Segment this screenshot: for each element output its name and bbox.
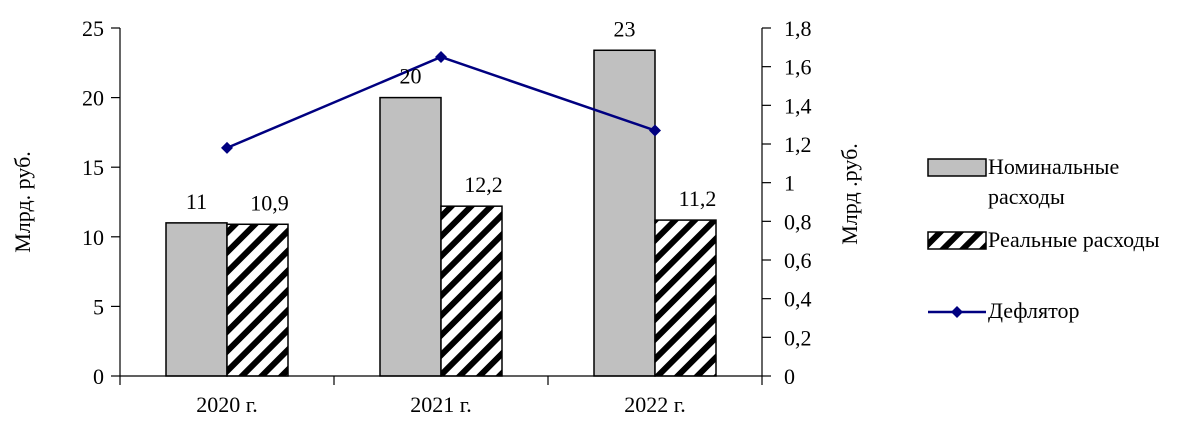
legend-swatch-real <box>927 231 987 250</box>
x-tick-label-2: 2022 г. <box>624 392 686 417</box>
deflator-point-0 <box>221 141 233 154</box>
legend-label-deflator: Дефлятор <box>988 298 1079 323</box>
y2-axis-title: Млрд .руб. <box>837 143 862 245</box>
y2-tick-label-9: 1,8 <box>784 16 812 41</box>
y-tick-label-2: 10 <box>82 225 104 250</box>
data-label-nominal-0: 11 <box>186 189 207 214</box>
bars-layer <box>165 49 717 377</box>
y2-tick-label-0: 0 <box>784 364 795 389</box>
deflator-point-2 <box>649 124 661 137</box>
deflator-point-1 <box>435 51 447 63</box>
legend-marker-deflator <box>951 306 963 318</box>
x-tick-label-0: 2020 г. <box>196 392 258 417</box>
x-tick-label-1: 2021 г. <box>410 392 472 417</box>
y2-tick-label-8: 1,6 <box>784 55 812 80</box>
legend-swatch-nominal <box>927 158 987 177</box>
y2-tick-label-7: 1,4 <box>784 93 812 118</box>
bar-real-2 <box>654 219 717 377</box>
data-label-real-2: 11,2 <box>679 186 717 211</box>
line-layer <box>221 51 661 154</box>
bar-nominal-0 <box>165 222 228 377</box>
y2-tick-label-4: 0,8 <box>784 209 812 234</box>
y-tick-label-1: 5 <box>93 294 104 319</box>
y-tick-label-4: 20 <box>82 86 104 111</box>
legend-label-nominal-1: расходы <box>988 184 1065 209</box>
data-label-nominal-2: 23 <box>614 16 636 41</box>
labels-layer: 11202310,912,211,2051015202500,20,40,60,… <box>10 16 862 417</box>
y2-tick-label-5: 1 <box>784 171 795 196</box>
bar-nominal-2 <box>593 49 656 377</box>
data-label-real-1: 12,2 <box>464 172 503 197</box>
y2-tick-label-2: 0,4 <box>784 287 812 312</box>
legend-label-nominal-0: Номинальные <box>988 154 1119 179</box>
y2-tick-label-3: 0,6 <box>784 248 812 273</box>
y-tick-label-0: 0 <box>93 364 104 389</box>
bar-nominal-1 <box>379 96 442 377</box>
legend-label-real: Реальные расходы <box>988 227 1160 252</box>
bar-real-1 <box>440 205 503 377</box>
data-label-nominal-1: 20 <box>400 64 422 89</box>
y-tick-label-5: 25 <box>82 16 104 41</box>
y-tick-label-3: 15 <box>82 155 104 180</box>
y2-tick-label-1: 0,2 <box>784 325 812 350</box>
data-label-real-0: 10,9 <box>250 190 289 215</box>
legend-layer: Номинальные расходы Реальные расходы Дефлят… <box>927 154 1160 323</box>
y2-tick-label-6: 1,2 <box>784 132 812 157</box>
axes-layer <box>111 27 771 385</box>
bar-real-0 <box>226 223 289 377</box>
y-axis-title: Млрд. руб. <box>10 151 35 253</box>
